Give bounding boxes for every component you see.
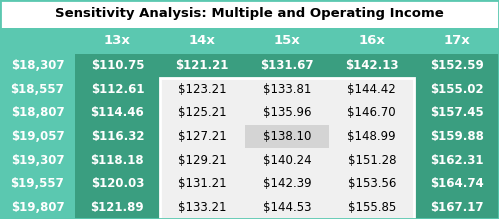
Bar xyxy=(245,125,329,148)
Text: $146.70: $146.70 xyxy=(347,106,396,119)
Bar xyxy=(75,195,160,219)
Bar xyxy=(414,148,499,172)
Text: $123.21: $123.21 xyxy=(178,83,227,96)
Bar xyxy=(414,172,499,195)
Text: Sensitivity Analysis: Multiple and Operating Income: Sensitivity Analysis: Multiple and Opera… xyxy=(55,7,444,21)
Bar xyxy=(329,172,414,195)
Text: 14x: 14x xyxy=(189,35,216,48)
Bar xyxy=(0,195,75,219)
Text: $155.02: $155.02 xyxy=(430,83,484,96)
Bar xyxy=(414,78,499,101)
Text: $19,557: $19,557 xyxy=(10,177,64,190)
Bar xyxy=(0,28,499,54)
Bar xyxy=(0,0,499,28)
Text: $120.03: $120.03 xyxy=(91,177,144,190)
Text: $18,307: $18,307 xyxy=(11,59,64,72)
Bar xyxy=(75,101,160,125)
Bar xyxy=(160,148,245,172)
Text: $133.21: $133.21 xyxy=(178,201,227,214)
Text: $142.39: $142.39 xyxy=(262,177,311,190)
Text: $140.24: $140.24 xyxy=(262,154,311,167)
Text: $121.89: $121.89 xyxy=(91,201,144,214)
Bar xyxy=(245,54,329,78)
Text: $131.67: $131.67 xyxy=(260,59,314,72)
Text: $159.88: $159.88 xyxy=(430,130,484,143)
Text: $125.21: $125.21 xyxy=(178,106,227,119)
Text: $135.96: $135.96 xyxy=(263,106,311,119)
Text: $127.21: $127.21 xyxy=(178,130,227,143)
Text: $144.42: $144.42 xyxy=(347,83,396,96)
Text: $151.28: $151.28 xyxy=(347,154,396,167)
Text: $118.18: $118.18 xyxy=(91,154,144,167)
Text: $155.85: $155.85 xyxy=(348,201,396,214)
Text: $129.21: $129.21 xyxy=(178,154,227,167)
Bar xyxy=(329,125,414,148)
Bar xyxy=(414,125,499,148)
Text: 13x: 13x xyxy=(104,35,131,48)
Text: $133.81: $133.81 xyxy=(263,83,311,96)
Text: $144.53: $144.53 xyxy=(263,201,311,214)
Bar xyxy=(245,78,329,101)
Bar xyxy=(329,148,414,172)
Text: $138.10: $138.10 xyxy=(263,130,311,143)
Bar xyxy=(160,78,414,219)
Bar xyxy=(160,172,245,195)
Text: 15x: 15x xyxy=(273,35,300,48)
Bar xyxy=(329,101,414,125)
Bar xyxy=(414,101,499,125)
Bar xyxy=(245,195,329,219)
Text: $142.13: $142.13 xyxy=(345,59,399,72)
Text: 16x: 16x xyxy=(358,35,385,48)
Bar xyxy=(75,54,160,78)
Bar xyxy=(75,148,160,172)
Text: $131.21: $131.21 xyxy=(178,177,227,190)
Bar xyxy=(75,172,160,195)
Text: $153.56: $153.56 xyxy=(348,177,396,190)
Bar xyxy=(160,125,245,148)
Bar xyxy=(414,54,499,78)
Text: $19,307: $19,307 xyxy=(11,154,64,167)
Text: 17x: 17x xyxy=(443,35,470,48)
Bar xyxy=(0,148,75,172)
Bar xyxy=(160,101,245,125)
Text: $110.75: $110.75 xyxy=(91,59,144,72)
Bar xyxy=(329,54,414,78)
Text: $121.21: $121.21 xyxy=(176,59,229,72)
Bar xyxy=(75,78,160,101)
Bar xyxy=(160,78,245,101)
Text: $114.46: $114.46 xyxy=(90,106,144,119)
Bar xyxy=(0,172,75,195)
Text: $164.74: $164.74 xyxy=(430,177,484,190)
Text: $19,057: $19,057 xyxy=(10,130,64,143)
Bar xyxy=(245,101,329,125)
Text: $116.32: $116.32 xyxy=(91,130,144,143)
Text: $18,557: $18,557 xyxy=(10,83,64,96)
Bar xyxy=(0,125,75,148)
Text: $162.31: $162.31 xyxy=(430,154,484,167)
Bar xyxy=(329,195,414,219)
Bar xyxy=(0,101,75,125)
Bar xyxy=(75,125,160,148)
Bar xyxy=(0,54,75,78)
Bar xyxy=(245,172,329,195)
Text: $19,807: $19,807 xyxy=(10,201,64,214)
Text: $167.17: $167.17 xyxy=(430,201,484,214)
Bar xyxy=(160,54,245,78)
Bar xyxy=(0,78,75,101)
Bar xyxy=(160,195,245,219)
Text: $18,807: $18,807 xyxy=(10,106,64,119)
Text: $152.59: $152.59 xyxy=(430,59,484,72)
Bar xyxy=(414,195,499,219)
Text: $157.45: $157.45 xyxy=(430,106,484,119)
Bar xyxy=(329,78,414,101)
Bar xyxy=(245,148,329,172)
Text: $148.99: $148.99 xyxy=(347,130,396,143)
Text: $112.61: $112.61 xyxy=(91,83,144,96)
